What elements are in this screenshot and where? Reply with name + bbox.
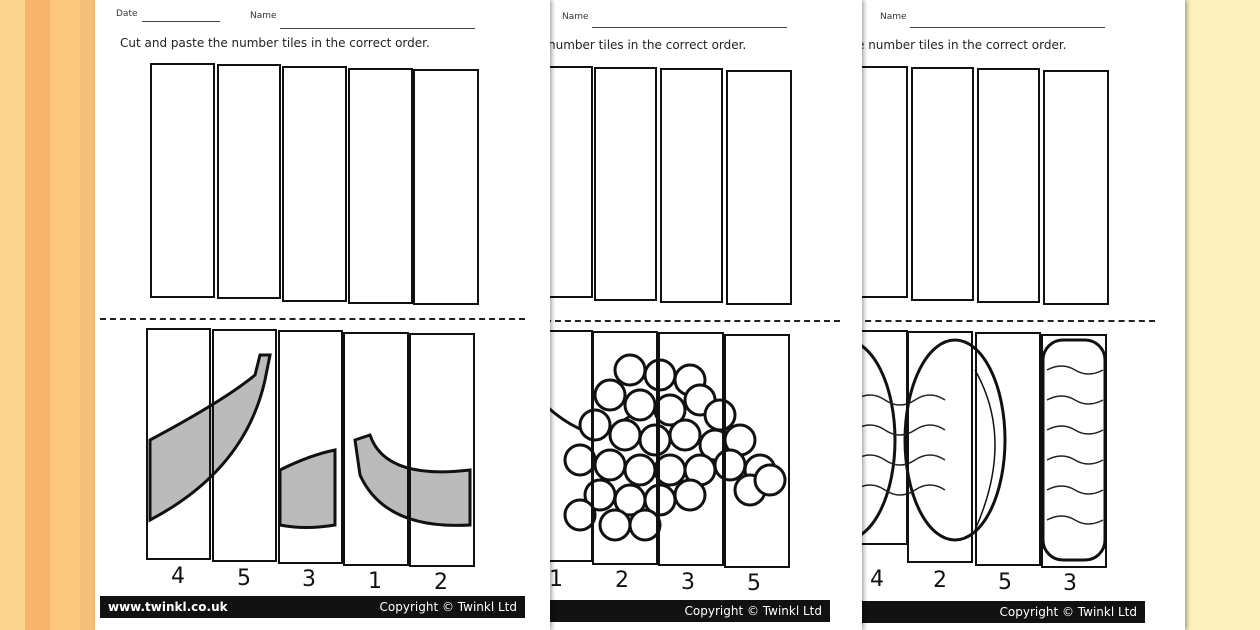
tile-number: 4 <box>870 567 884 592</box>
worksheet-banana: Date Name Cut and paste the number tiles… <box>95 0 550 630</box>
picture-tile <box>278 330 343 564</box>
blank-tile <box>911 67 974 301</box>
blank-tile <box>413 69 479 305</box>
tile-number: 3 <box>1063 571 1077 596</box>
grape-berry <box>563 498 597 532</box>
footer-bar: Copyright © Twinkl Ltd <box>540 600 830 622</box>
copyright-text: Copyright © Twinkl Ltd <box>999 605 1137 619</box>
blank-tile <box>1043 70 1109 305</box>
name-line <box>280 28 475 29</box>
picture-tile <box>409 333 475 567</box>
grape-berry <box>668 418 702 452</box>
picture-tile <box>212 329 277 562</box>
instruction-text: number tiles in the correct order. <box>548 38 747 52</box>
blank-tile <box>660 68 723 303</box>
cut-line <box>545 320 840 322</box>
instruction-text: Cut and paste the number tiles in the co… <box>120 36 430 50</box>
tile-number: 3 <box>302 567 316 592</box>
grape-berry <box>753 463 787 497</box>
footer-url: www.twinkl.co.uk <box>108 600 228 614</box>
tile-number: 2 <box>434 570 448 595</box>
worksheet-watermelon: Name e number tiles in the correct order… <box>855 0 1185 630</box>
tile-number: 1 <box>549 567 563 592</box>
name-label: Name <box>880 12 907 22</box>
copyright-text: Copyright © Twinkl Ltd <box>684 604 822 618</box>
instruction-text: e number tiles in the correct order. <box>857 38 1067 52</box>
blank-tile <box>726 70 792 305</box>
copyright-text: Copyright © Twinkl Ltd <box>379 600 517 614</box>
grape-berry <box>653 393 687 427</box>
name-line <box>910 27 1105 28</box>
picture-tile <box>1041 334 1107 568</box>
tile-number: 5 <box>998 570 1012 595</box>
footer-bar: Copyright © Twinkl Ltd <box>855 601 1145 623</box>
tile-number: 3 <box>681 570 695 595</box>
name-line <box>592 27 787 28</box>
picture-tile <box>146 328 211 560</box>
tile-number: 4 <box>171 564 185 589</box>
name-label: Name <box>250 11 277 21</box>
blank-tile <box>548 66 593 298</box>
blank-tile <box>282 66 347 302</box>
blank-tile <box>217 64 281 299</box>
picture-tile <box>907 331 973 563</box>
name-label: Name <box>562 12 589 22</box>
tile-number: 1 <box>368 569 382 594</box>
tile-number: 2 <box>615 568 629 593</box>
tile-number: 5 <box>237 566 251 591</box>
blank-tile <box>858 66 908 298</box>
tile-number: 5 <box>747 571 761 596</box>
cut-line <box>855 320 1155 322</box>
picture-tile <box>724 334 790 568</box>
tile-number: 2 <box>933 568 947 593</box>
grape-berry <box>593 378 627 412</box>
picture-tile <box>545 330 593 562</box>
date-line <box>142 21 220 22</box>
blank-tile <box>594 67 657 301</box>
picture-tile <box>658 332 724 566</box>
picture-tile <box>855 330 908 545</box>
blank-tile <box>977 68 1040 303</box>
picture-tile <box>975 332 1041 566</box>
grape-berry <box>673 478 707 512</box>
worksheet-grapes: Name number tiles in the correct order. … <box>540 0 862 630</box>
picture-tile <box>343 332 409 566</box>
blank-tile <box>150 63 215 298</box>
grapes-picture <box>540 353 787 542</box>
picture-tile <box>592 331 658 565</box>
blank-tile <box>348 68 413 304</box>
grape-berry <box>628 508 662 542</box>
footer-bar: www.twinkl.co.uk Copyright © Twinkl Ltd <box>100 596 525 618</box>
date-label: Date <box>116 9 138 19</box>
cut-line <box>100 318 525 320</box>
grape-berry <box>578 408 612 442</box>
